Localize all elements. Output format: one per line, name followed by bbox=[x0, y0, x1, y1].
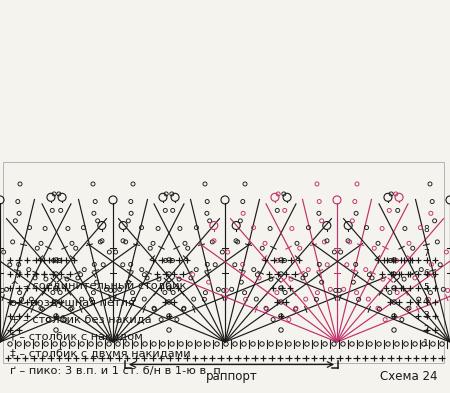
Text: 1: 1 bbox=[423, 340, 429, 349]
Text: 7: 7 bbox=[423, 250, 429, 259]
Text: ґ – пико: 3 в.п. и 1 ст. б/н в 1-ю в. п.: ґ – пико: 3 в.п. и 1 ст. б/н в 1-ю в. п. bbox=[10, 366, 225, 376]
Text: o – воздушная петля: o – воздушная петля bbox=[10, 298, 135, 308]
Text: † – столбик с накидом: † – столбик с накидом bbox=[10, 332, 143, 342]
Text: ‡ – столбик с двумя накидами: ‡ – столбик с двумя накидами bbox=[10, 349, 191, 359]
Bar bbox=[3, 162, 444, 363]
Text: Схема 24: Схема 24 bbox=[379, 370, 437, 383]
Text: 8: 8 bbox=[423, 224, 429, 233]
Text: 5: 5 bbox=[423, 283, 429, 292]
Text: раппорт: раппорт bbox=[206, 370, 257, 383]
Text: 6: 6 bbox=[423, 270, 429, 279]
Text: ^ – соединительный столбик: ^ – соединительный столбик bbox=[10, 281, 186, 291]
Text: + – столбик без накида: + – столбик без накида bbox=[10, 315, 152, 325]
Text: 4: 4 bbox=[423, 298, 428, 307]
Text: 2: 2 bbox=[423, 325, 428, 334]
Text: 3: 3 bbox=[423, 312, 429, 321]
